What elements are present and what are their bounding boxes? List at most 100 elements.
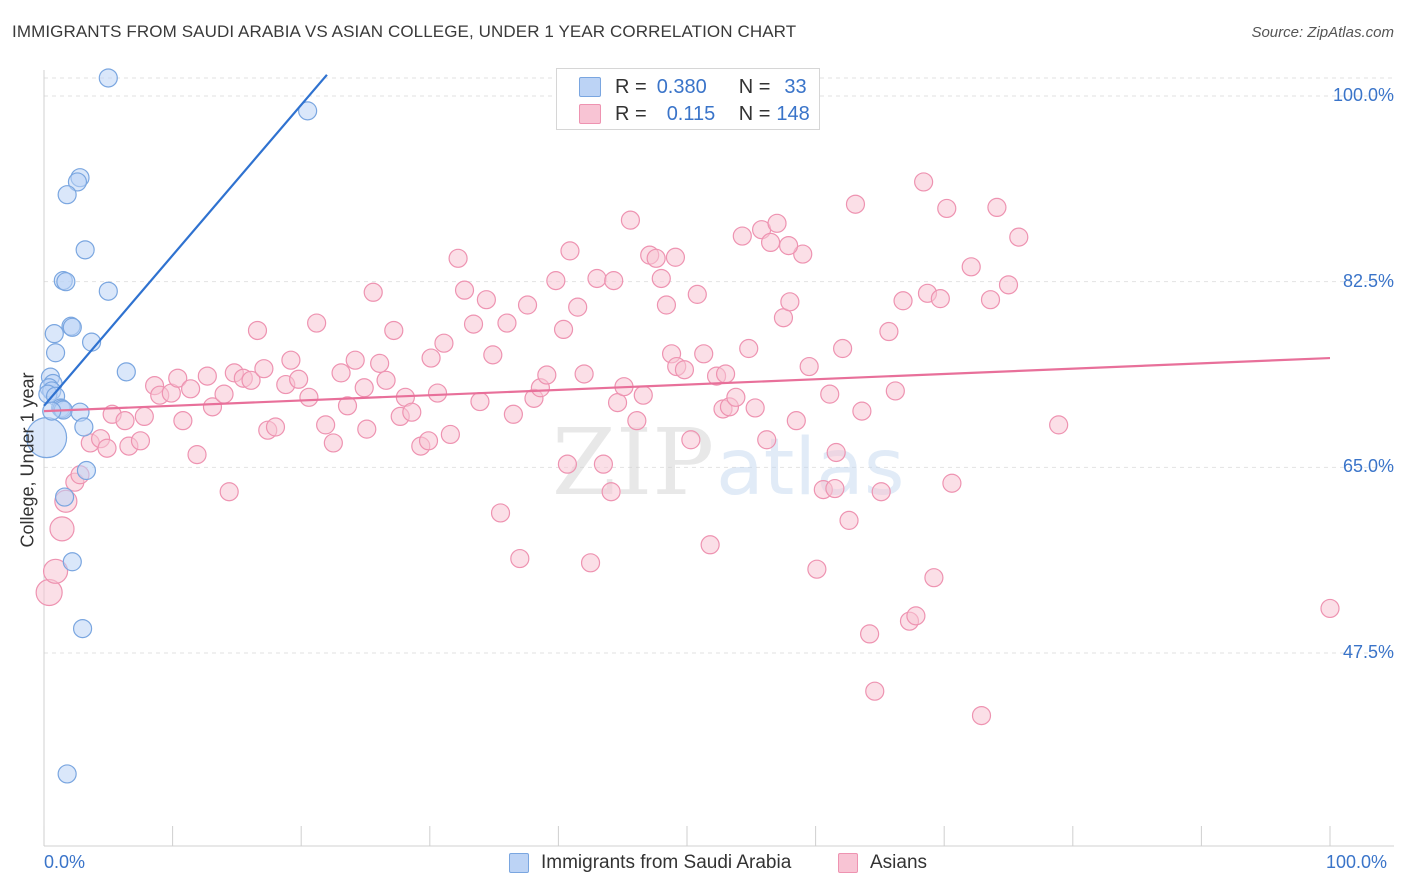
asian-point [553,319,574,340]
asian-point [879,321,899,342]
asian-point [434,333,454,353]
asian-point [115,411,135,431]
asian-point [580,553,601,573]
y-axis-label: College, Under 1 year [17,372,38,548]
asian-point [168,368,188,388]
asian-point [767,213,787,233]
saudi-point [62,317,82,337]
asian-point [726,387,746,407]
asian-point [181,379,201,399]
asian-point [202,397,223,417]
asian-point [587,268,607,289]
asian-point [418,431,439,451]
asians-points [35,172,1340,726]
asian-point [906,606,926,626]
legend-n-label: N = [738,75,771,98]
saudi-point [98,68,118,88]
asian-point [937,198,957,219]
asian-point [568,297,588,317]
asian-point [745,398,765,418]
legend-swatch-blue [579,77,601,97]
asian-point [924,568,944,588]
legend-n-value: 148 [776,102,810,125]
watermark: ZIP atlas [552,409,905,516]
y-tick-label: 47.5% [1342,642,1394,662]
asian-point [786,411,806,431]
saudi-point [54,487,75,507]
saudi-point [44,324,64,344]
asian-point [247,320,268,341]
asian-point [370,353,390,373]
asian-point [604,271,624,291]
asian-point [681,430,701,450]
asian-point [497,313,517,333]
asian-point [357,419,377,439]
asian-point [354,378,374,398]
legend-r-label: R = [615,75,647,98]
asian-point [49,516,75,542]
asian-point [187,445,207,465]
asian-point [914,172,934,192]
asian-point [316,415,336,435]
y-tick-label: 82.5% [1342,270,1394,291]
asian-point [254,359,274,379]
asian-point [757,430,777,450]
asian-point [448,248,468,268]
asian-point [546,271,566,291]
asian-point [865,681,885,701]
asian-point [987,197,1007,217]
asian-point [421,348,441,368]
asian-point [656,295,677,315]
asian-point [980,290,1001,310]
y-tick-label: 100.0% [1332,85,1394,105]
asian-point [885,381,905,401]
asian-point [601,482,621,502]
legend-r-value: 0.380 [656,75,707,98]
asian-point [510,548,530,569]
saudi-point [116,362,136,382]
asian-point [345,350,365,370]
asian-point [620,210,641,230]
asian-point [825,478,845,499]
asian-point [307,313,327,333]
asian-point [778,235,799,256]
bottom-legend-label: Asians [870,852,928,873]
saudi-point [56,272,76,292]
asian-point [998,275,1019,295]
asian-point [197,366,217,386]
x-tick-label-min: 0.0% [44,852,86,872]
asian-point [331,363,351,383]
saudi-point [57,764,77,784]
asian-point [384,320,404,341]
bottom-legend-saudi[interactable]: Immigrants from Saudi Arabia [509,852,791,874]
legend-r-label: R = [615,102,647,125]
legend-n-value: 33 [784,75,807,98]
asian-point [337,396,358,416]
asian-point [470,391,490,412]
asian-point [942,473,962,493]
asian-point [219,482,239,502]
bottom-legend-asians[interactable]: Asians [838,852,927,874]
source-label: Source: ZipAtlas.com [1251,24,1394,41]
asian-point [971,705,992,726]
asian-point [537,365,557,385]
correlation-legend: R = 0.380 N = 33 R = 0.115 N = 148 [556,68,820,130]
saudi-point [76,460,97,481]
bottom-swatch-pink [838,853,858,873]
legend-r-value: 0.115 [666,102,716,125]
asian-point [560,241,580,261]
saudi-point [98,281,118,301]
asian-point [289,369,309,389]
asian-point [463,314,484,334]
asian-point [490,503,511,523]
asian-point [665,247,686,267]
asian-point [173,411,193,431]
asian-point [265,417,286,437]
chart-title: IMMIGRANTS FROM SAUDI ARABIA VS ASIAN CO… [12,22,797,41]
asian-point [833,338,853,359]
asian-point [793,244,813,264]
asian-point [820,384,840,404]
asian-point [454,280,475,300]
y-tick-label: 65.0% [1342,456,1394,477]
legend-row-saudi: R = 0.380 N = 33 [579,75,807,99]
